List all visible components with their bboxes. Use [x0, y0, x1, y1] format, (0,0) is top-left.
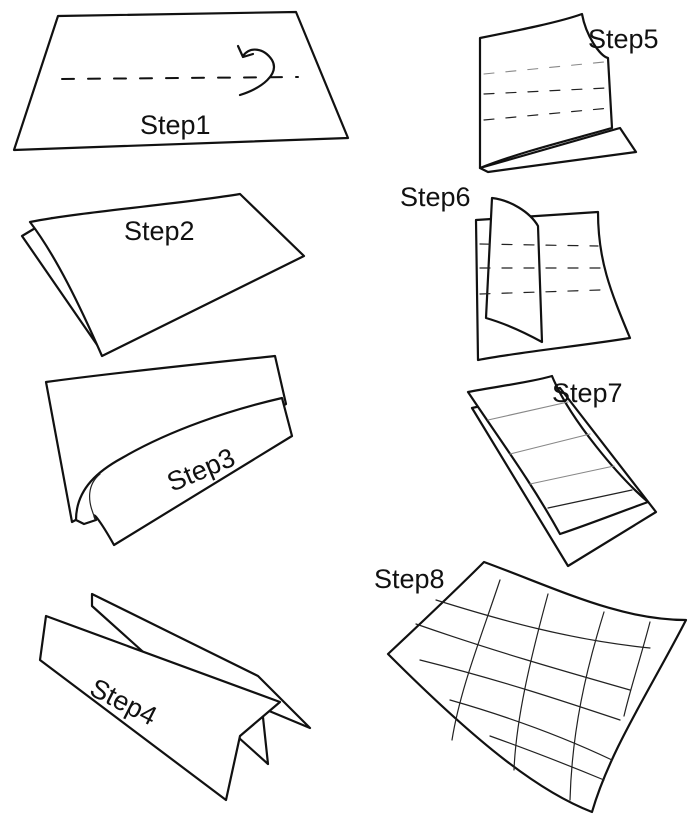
step2-figure: Step2	[20, 192, 306, 358]
step7-front-layer	[466, 374, 650, 536]
step4-figure: Step4	[38, 592, 312, 802]
step3-figure: Step3	[44, 354, 294, 547]
arrow-head-icon	[236, 44, 255, 59]
step8-crease	[513, 593, 549, 771]
step7-fold-line	[529, 465, 615, 485]
step8-sheet	[386, 560, 688, 814]
fold-arrow-icon	[238, 48, 275, 97]
step3-front-panel	[74, 396, 294, 547]
step8-figure: Step8	[374, 560, 688, 814]
step6-fold-line	[479, 243, 599, 247]
step1-sheet	[12, 10, 350, 152]
step5-figure: Step5	[478, 12, 659, 174]
step8-crease	[489, 735, 605, 781]
step6-flap	[484, 196, 544, 344]
step7-fold-line	[487, 401, 569, 421]
step8-crease	[451, 579, 501, 741]
step5-under-layer	[478, 126, 638, 174]
step1-label: Step1	[140, 110, 211, 140]
step2-label: Step2	[124, 216, 195, 246]
step8-crease	[569, 611, 605, 801]
step8-crease	[415, 623, 631, 691]
step7-figure: Step7	[466, 374, 658, 568]
step8-crease	[449, 699, 613, 761]
step6-label: Step6	[400, 182, 471, 212]
step7-label: Step7	[552, 378, 623, 408]
step8-crease	[623, 621, 651, 717]
step2-front-layer	[28, 192, 306, 358]
step3-inner-fold	[89, 473, 101, 521]
step7-fold-line	[509, 433, 591, 455]
step5-sheet	[478, 12, 614, 170]
step4-front-panel	[38, 614, 282, 802]
step8-crease	[435, 599, 651, 649]
step1-figure: Step1	[12, 10, 350, 152]
step5-label: Step5	[588, 24, 659, 54]
step8-crease	[419, 659, 621, 721]
step8-label: Step8	[374, 564, 445, 594]
step6-figure: Step6	[400, 182, 632, 362]
step7-fold-line	[547, 489, 633, 509]
